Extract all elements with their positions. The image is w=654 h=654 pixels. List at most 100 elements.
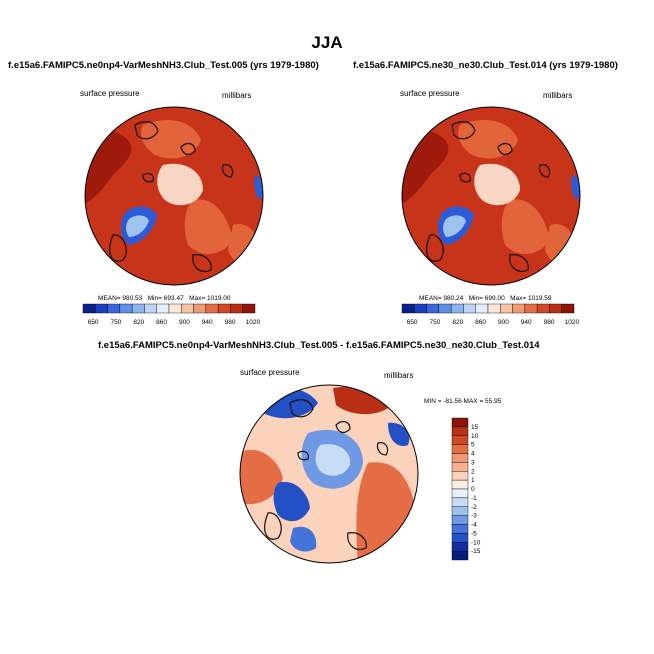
panel3-map — [239, 384, 419, 564]
panel2-colorbar-swatch — [500, 303, 513, 314]
panel2-colorbar-swatch — [401, 303, 415, 314]
panel1-title: f.e15a6.FAMIPC5.ne0np4-VarMeshNH3.Club_T… — [8, 60, 319, 71]
panel3-range-text: MIN = -81.56 MAX = 55.95 — [424, 398, 502, 405]
panel2-colorbar-swatch — [475, 303, 489, 314]
panel3-colorbar-swatch — [451, 533, 469, 543]
panel3-colorbar-swatch — [451, 479, 469, 490]
panel2-colorbar-swatch — [426, 303, 440, 314]
panel1-coastlines — [109, 121, 234, 273]
panel1-colorbar-swatch — [131, 303, 145, 314]
panel3-colorbar-swatch — [451, 471, 469, 481]
panel3-colorbar-tick-label: 5 — [471, 442, 475, 449]
panel2-colorbar-swatch — [524, 303, 538, 314]
panel3-variable-label: surface pressure — [240, 368, 300, 377]
panel2-colorbar-tick-label: 900 — [498, 319, 509, 326]
panel2-title: f.e15a6.FAMIPC5.ne30_ne30.Club_Test.014 … — [353, 60, 618, 71]
panel2-variable-label: surface pressure — [400, 89, 460, 98]
panel2-colorbar-swatch — [512, 303, 526, 314]
panel1-colorbar-tick-label: 860 — [156, 319, 167, 326]
panel3-colorbar-swatch — [451, 524, 469, 534]
panel2-colorbar-tick-label: 940 — [521, 319, 532, 326]
panel3-colorbar-swatch — [451, 462, 469, 472]
panel3-map-border — [239, 384, 419, 564]
panel1-colorbar-swatch — [205, 303, 219, 314]
panel3-colorbar-swatch — [451, 444, 469, 454]
panel1-colorbar-swatch — [168, 303, 182, 314]
panel2-region-east-edge-low — [571, 175, 580, 200]
panel2-region-greenland-core — [443, 215, 466, 237]
figure-title: JJA — [311, 33, 343, 52]
panel3-colorbar-tick-label: -3 — [471, 513, 477, 520]
panel3-region-south-negative — [290, 526, 317, 552]
panel1-colorbar-swatch — [144, 303, 157, 314]
panel1-variable-label: surface pressure — [80, 89, 140, 98]
panel1-min-value: 693.47 — [163, 295, 184, 302]
panel3-colorbar-tick-label: 10 — [471, 433, 479, 440]
panel1-colorbar-tick-label: 750 — [111, 319, 122, 326]
panel2-stats: MEAN= 980.24 Min= 699.00 Max= 1019.59 — [419, 295, 552, 302]
panel2-coastlines — [426, 121, 551, 273]
panel3-colorbar-tick-label: -15 — [471, 548, 481, 555]
panel3-colorbar-tick-label: -2 — [471, 504, 477, 511]
panel3-colorbar-swatch — [451, 515, 469, 525]
panel3-region-east-negative — [388, 422, 410, 447]
panel1-max-value: 1019.00 — [207, 295, 231, 302]
panel1-colorbar-tick-label: 980 — [225, 319, 236, 326]
panel3-colorbar-swatch — [451, 417, 469, 428]
panel2-colorbar-swatch — [414, 303, 427, 314]
panel1-region-arctic — [141, 120, 201, 159]
panel2-map-border — [401, 106, 581, 286]
panel2-units-label: millibars — [543, 91, 573, 100]
panel3-colorbar-tick-label: -1 — [471, 495, 477, 502]
panel2-colorbar-swatch — [463, 303, 476, 314]
panel1-region-polar-light — [157, 163, 203, 206]
panel3-colorbar-tick-label: -5 — [471, 530, 477, 537]
panel2-min-value: 699.00 — [484, 295, 505, 302]
panel3-colorbar-tick-label: 4 — [471, 451, 475, 458]
panel1-colorbar-swatch — [217, 303, 231, 314]
panel3-colorbar-swatch — [451, 488, 469, 499]
panel1-colorbar-tick-label: 900 — [179, 319, 190, 326]
panel2-min-label: Min= — [468, 295, 483, 302]
panel2-colorbar-tick-label: 980 — [544, 319, 555, 326]
panel2-max-label: Max= — [510, 295, 527, 302]
panel1-colorbar: 650 750 820 860 900 940 980 1020 — [82, 303, 260, 326]
panel1-units-label: millibars — [222, 91, 252, 100]
panel3-colorbar-swatch — [451, 497, 469, 507]
panel2-colorbar-swatch — [561, 303, 575, 314]
panel1-colorbar-swatch — [230, 303, 243, 314]
panel2-colorbar-swatch — [536, 303, 550, 314]
panel1-region-east-lowland — [184, 199, 233, 255]
panel1-map — [84, 106, 264, 286]
panel3-coastlines — [264, 399, 389, 551]
panel3-colorbar-tick-label: -10 — [471, 539, 481, 546]
panel2-mean-label: MEAN= — [419, 295, 442, 302]
panel3-colorbar-swatch — [451, 550, 469, 561]
panel2-region-polar-light — [474, 163, 520, 206]
panel1-colorbar-swatch — [95, 303, 108, 314]
panel2-colorbar-tick-label: 820 — [452, 319, 463, 326]
panel2-colorbar-tick-label: 860 — [475, 319, 486, 326]
panel3-units-label: millibars — [384, 371, 414, 380]
panel1-colorbar-swatch — [181, 303, 194, 314]
panel3-title: f.e15a6.FAMIPC5.ne0np4-VarMeshNH3.Club_T… — [98, 340, 540, 351]
panel2-mean-value: 980.24 — [443, 295, 464, 302]
panel3-colorbar-swatch — [451, 453, 469, 463]
panel1-map-border — [84, 106, 264, 286]
panel2-region-arctic — [458, 120, 518, 159]
panel2-map — [401, 106, 581, 286]
panel1-min-label: Min= — [147, 295, 162, 302]
panel2-region-east-lowland — [501, 199, 550, 255]
panel1-colorbar-swatch — [193, 303, 207, 314]
panel1-colorbar-tick-label: 820 — [133, 319, 144, 326]
panel1-mean-value: 980.53 — [122, 295, 143, 302]
panel3-colorbar-tick-label: 0 — [471, 486, 475, 493]
panel1-stats: MEAN= 980.53 Min= 693.47 Max= 1019.00 — [98, 295, 231, 302]
panel3-colorbar-tick-label: 1 — [471, 477, 475, 484]
panel1-colorbar-tick-label: 940 — [202, 319, 213, 326]
panel2-colorbar-swatch — [450, 303, 464, 314]
panel3-region-greenland-negative — [273, 481, 310, 522]
panel3-colorbar-tick-label: 15 — [471, 424, 479, 431]
panel1-colorbar-swatch — [82, 303, 96, 314]
